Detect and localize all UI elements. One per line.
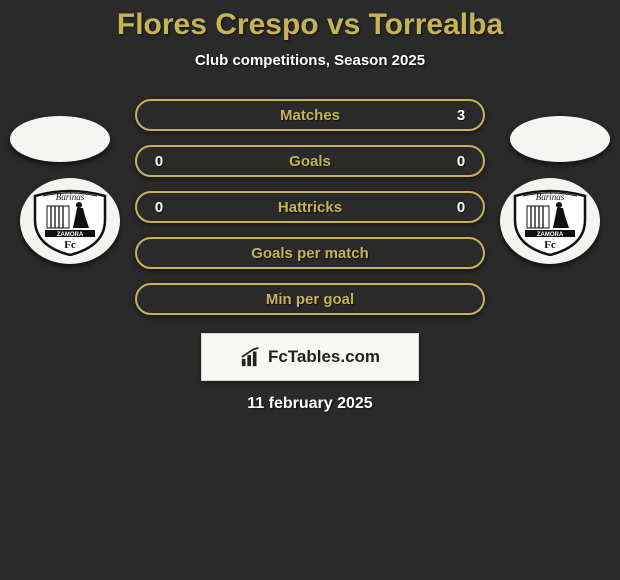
stat-left-value: 0 (151, 153, 167, 170)
shield-icon: Barinas ZAMORA Fc (513, 186, 587, 256)
brand-box: FcTables.com (201, 333, 419, 381)
badge-bot-text: Fc (64, 239, 76, 251)
stat-row: Goals per match (135, 237, 485, 269)
badge-top-text: Barinas (536, 192, 565, 202)
stat-right-value: 0 (453, 199, 469, 216)
stat-left-value: 0 (151, 199, 167, 216)
badge-mid-text: ZAMORA (537, 232, 564, 238)
badge-mid-text: ZAMORA (57, 232, 84, 238)
brand-text: FcTables.com (268, 347, 380, 367)
player-avatar-right (510, 116, 610, 162)
stat-right-value: 0 (453, 153, 469, 170)
stat-label: Hattricks (167, 199, 453, 216)
stat-label: Matches (167, 107, 453, 124)
subtitle: Club competitions, Season 2025 (0, 52, 620, 69)
bar-chart-icon (240, 346, 262, 368)
page-title: Flores Crespo vs Torrealba (0, 0, 620, 42)
date-text: 11 february 2025 (0, 395, 620, 413)
player-avatar-left (10, 116, 110, 162)
shield-icon: Barinas ZAMORA Fc (33, 186, 107, 256)
stat-label: Goals per match (167, 245, 453, 262)
club-badge-left: Barinas ZAMORA Fc (20, 178, 120, 264)
badge-bot-text: Fc (544, 239, 556, 251)
stats-container: Matches 3 0 Goals 0 0 Hattricks 0 Goals … (135, 99, 485, 315)
stat-right-value: 3 (453, 107, 469, 124)
club-badge-right: Barinas ZAMORA Fc (500, 178, 600, 264)
stat-label: Min per goal (167, 291, 453, 308)
stat-label: Goals (167, 153, 453, 170)
stat-row: 0 Goals 0 (135, 145, 485, 177)
stat-row: Matches 3 (135, 99, 485, 131)
stat-row: 0 Hattricks 0 (135, 191, 485, 223)
stat-row: Min per goal (135, 283, 485, 315)
badge-top-text: Barinas (56, 192, 85, 202)
